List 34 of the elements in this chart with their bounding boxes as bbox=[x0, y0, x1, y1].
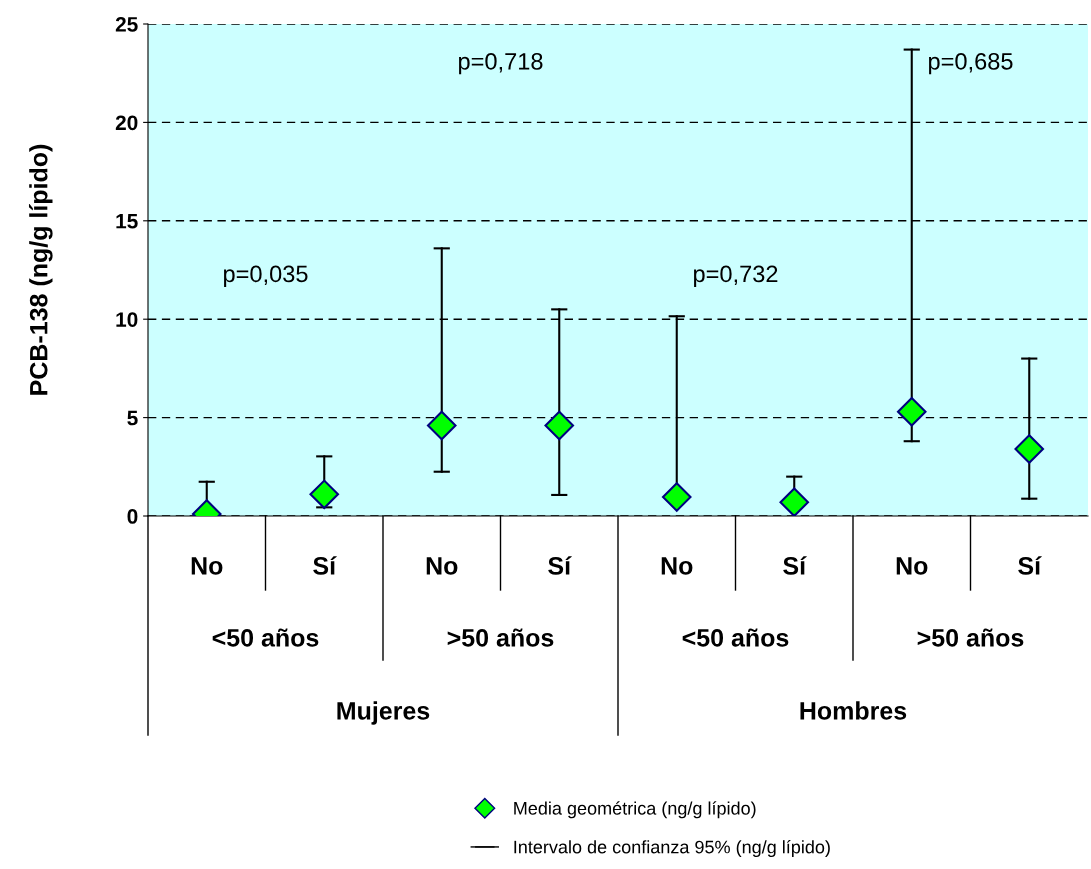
y-tick-label: 5 bbox=[127, 410, 138, 426]
x-tick-label: Sí bbox=[1018, 556, 1042, 575]
text: <50 años bbox=[682, 628, 789, 647]
x-tick-label: Sí bbox=[548, 556, 572, 575]
point bbox=[1014, 434, 1045, 464]
point bbox=[544, 410, 575, 441]
annotation: p=0,718 bbox=[459, 52, 543, 75]
text: >50 años bbox=[447, 628, 554, 647]
text: <50 años bbox=[212, 628, 319, 647]
annotation: p=0,035 bbox=[224, 265, 308, 287]
legend-label: Media geométrica (ng/g lípido) bbox=[514, 801, 756, 819]
text: >50 años bbox=[917, 628, 1024, 647]
x-tick-label: No bbox=[896, 557, 928, 575]
text: Intervalo de confianza 95% (ng/g lípido) bbox=[514, 839, 830, 857]
point bbox=[896, 396, 927, 427]
point bbox=[661, 482, 692, 512]
y-tick-label: 25 bbox=[115, 17, 138, 32]
annotation: p=0,685 bbox=[929, 52, 1013, 75]
x-tick-label: Sí bbox=[783, 556, 807, 575]
point bbox=[309, 479, 340, 510]
point bbox=[779, 487, 810, 516]
x-tick-label: Sí bbox=[313, 556, 337, 575]
point bbox=[426, 410, 457, 441]
y-axis-title: PCB-138 (ng/g lípido) bbox=[28, 144, 53, 395]
x-tick-label: No bbox=[426, 557, 458, 575]
text: Hombres bbox=[800, 701, 907, 720]
x-tick-label: No bbox=[191, 557, 223, 575]
annotation: p=0,732 bbox=[694, 265, 778, 287]
text: Mujeres bbox=[337, 701, 430, 725]
y-tick-label: 10 bbox=[116, 312, 138, 327]
y-tick-label: 15 bbox=[116, 214, 138, 229]
x-tick-label: No bbox=[661, 557, 693, 575]
y-tick-label: 20 bbox=[115, 115, 138, 131]
y-tick-label: 0 bbox=[127, 509, 138, 524]
